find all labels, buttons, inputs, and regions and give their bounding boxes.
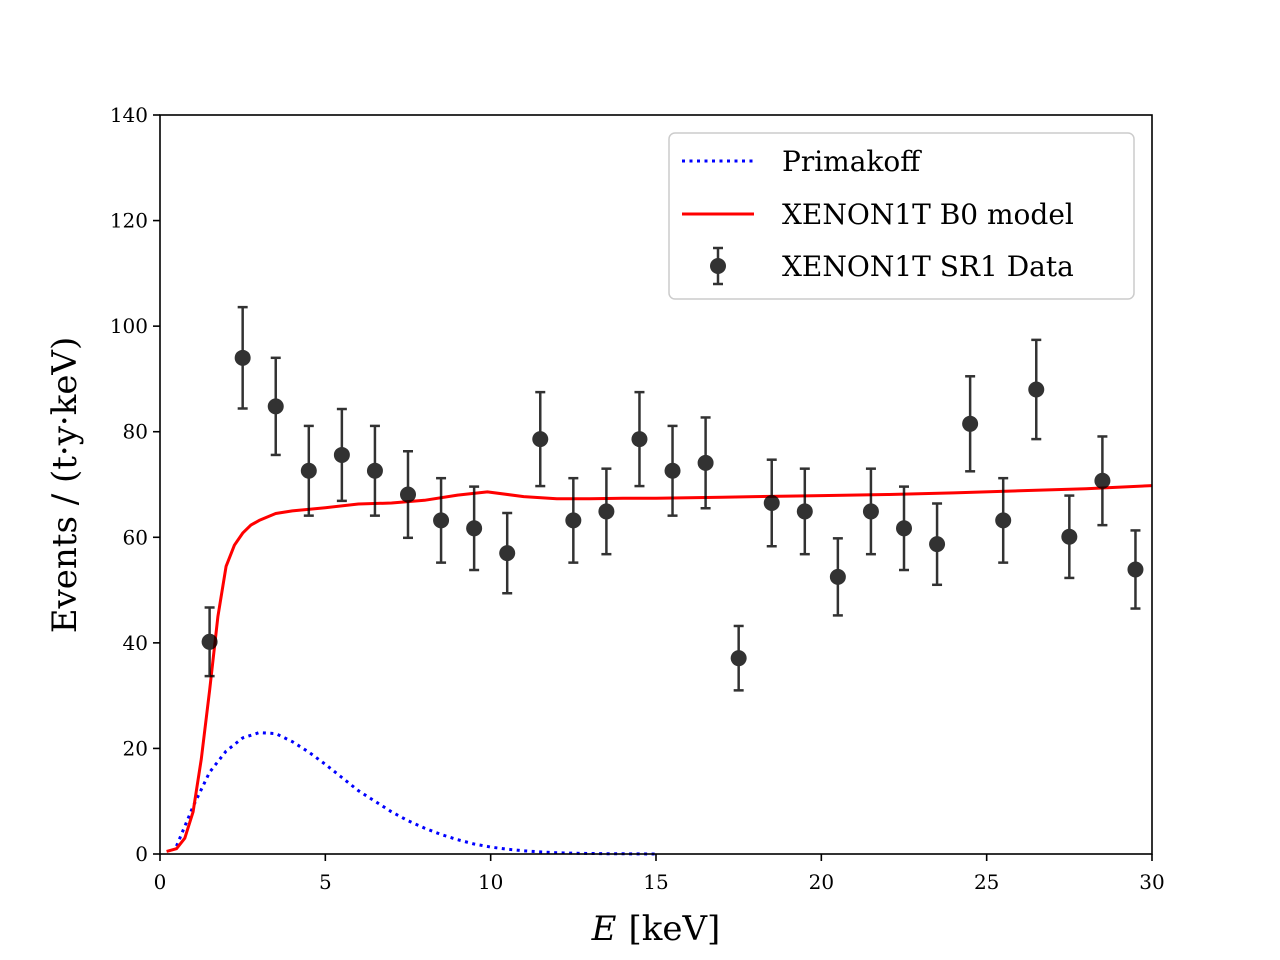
x-tick-label: 10 [478, 870, 503, 894]
data-point [400, 449, 416, 540]
x-tick-label: 30 [1139, 870, 1164, 894]
data-point [1028, 338, 1045, 441]
data-point [234, 305, 251, 410]
axis-ticks: 0 5 10 15 20 25 30 0 20 40 60 80 100 120 140 [110, 103, 1165, 894]
data-marker [631, 431, 648, 448]
data-point [664, 424, 681, 517]
x-tick-label: 0 [154, 870, 167, 894]
data-marker [1127, 561, 1144, 578]
x-tick-label: 5 [319, 870, 332, 894]
x-axis-unit: [keV] [629, 909, 721, 949]
data-point [300, 424, 317, 517]
data-point [796, 467, 813, 556]
y-axis-label: Events / (t·y·keV) [45, 337, 85, 634]
x-axis-variable: E [591, 909, 617, 949]
data-point [499, 511, 516, 595]
data-marker [664, 462, 681, 479]
data-marker [400, 486, 416, 503]
data-marker [763, 494, 780, 511]
data-marker [829, 568, 846, 585]
data-point [995, 476, 1012, 564]
data-marker [267, 398, 284, 415]
legend: Primakoff XENON1T B0 model XENON1T SR1 D… [668, 132, 1135, 300]
data-point [466, 485, 483, 572]
data-marker [499, 545, 516, 562]
data-marker [1061, 528, 1078, 545]
data-point [366, 424, 383, 517]
legend-marker [710, 258, 726, 274]
data-marker [862, 503, 879, 520]
data-marker [796, 503, 813, 520]
data-point [333, 407, 350, 503]
y-tick-label: 80 [123, 420, 148, 444]
data-point [1061, 494, 1078, 580]
y-tick-label: 120 [110, 209, 148, 233]
x-axis-label: E [keV] [591, 909, 721, 949]
legend-sr1-data-swatch [710, 246, 726, 286]
data-point [730, 624, 747, 692]
data-marker [433, 512, 450, 529]
data-marker [598, 503, 615, 520]
data-point [1094, 435, 1111, 527]
data-marker [929, 536, 946, 553]
data-point [763, 458, 780, 548]
y-tick-label: 0 [135, 842, 148, 866]
x-tick-label: 25 [974, 870, 999, 894]
y-tick-label: 20 [123, 736, 148, 760]
data-marker [366, 462, 383, 479]
y-tick-label: 100 [110, 314, 148, 338]
series-line-primakoff [175, 731, 657, 856]
legend-sr1-data-label: XENON1T SR1 Data [782, 250, 1074, 283]
data-point [929, 502, 946, 587]
legend-frame [668, 132, 1135, 300]
y-tick-label: 140 [110, 103, 148, 127]
data-marker [466, 520, 483, 537]
data-point [697, 416, 714, 510]
legend-primakoff-label: Primakoff [782, 145, 922, 178]
data-point [862, 467, 879, 556]
data-marker [532, 431, 549, 448]
data-point [631, 390, 648, 488]
data-marker [730, 650, 747, 667]
data-marker [896, 520, 912, 537]
data-marker [697, 454, 714, 471]
y-tick-label: 40 [123, 631, 148, 655]
legend-b0-model-label: XENON1T B0 model [782, 198, 1074, 231]
data-marker [962, 415, 979, 432]
data-point [532, 390, 549, 488]
data-marker [1028, 381, 1045, 398]
data-marker [333, 446, 350, 463]
plot-area [166, 305, 1153, 856]
data-point [1127, 529, 1144, 610]
data-marker [565, 512, 582, 529]
data-point [565, 476, 582, 564]
data-point [962, 375, 979, 473]
data-point [201, 606, 218, 678]
data-marker [1094, 472, 1111, 489]
data-marker [995, 512, 1012, 529]
x-tick-label: 15 [643, 870, 668, 894]
data-point [829, 537, 846, 617]
y-tick-label: 60 [123, 525, 148, 549]
data-marker [201, 633, 218, 650]
data-point [267, 356, 284, 457]
data-point [896, 485, 912, 572]
data-point [433, 476, 450, 564]
data-marker [300, 462, 317, 479]
x-tick-label: 20 [809, 870, 834, 894]
data-point [598, 467, 615, 556]
data-marker [234, 349, 251, 366]
